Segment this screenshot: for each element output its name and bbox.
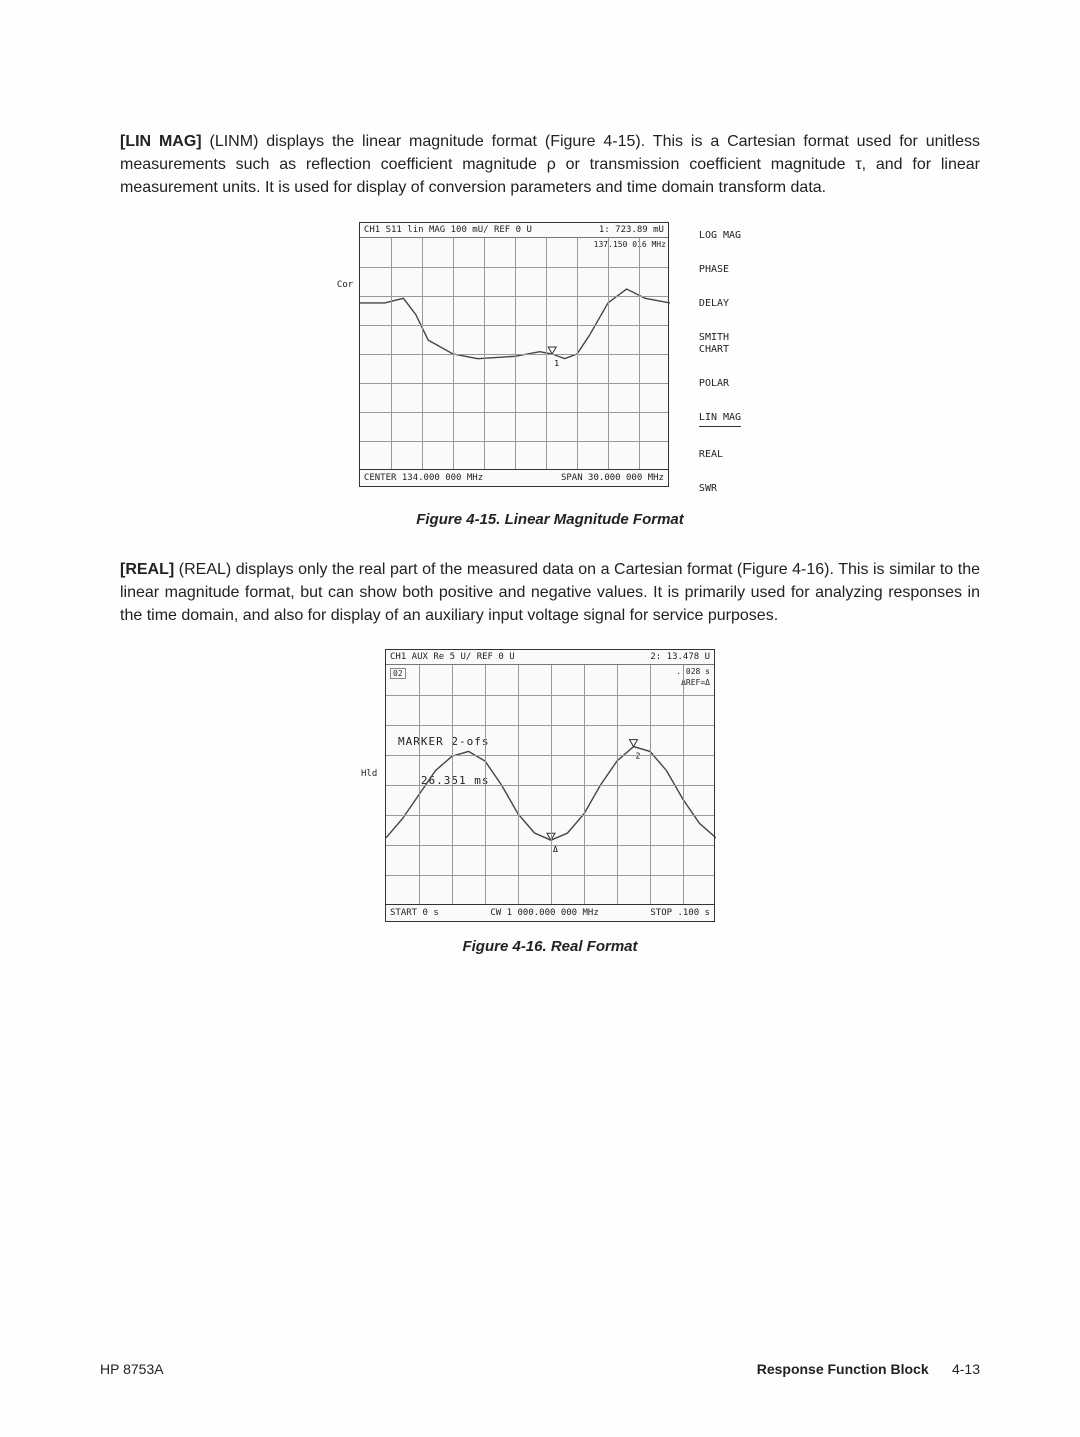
softkey-polar[interactable]: POLAR (699, 378, 741, 390)
caption-4-15: Figure 4-15. Linear Magnitude Format (120, 511, 980, 528)
softkey-smith-chart[interactable]: SMITH CHART (699, 332, 741, 356)
linmag-text: (LINM) displays the linear magnitude for… (120, 133, 980, 196)
hdr2-right: 2: 13.478 U (650, 652, 710, 662)
svg-text:2: 2 (636, 752, 641, 761)
ftr2-left: START 0 s (390, 908, 439, 918)
linmag-key: [LIN MAG] (120, 133, 202, 150)
softkey-lin-mag[interactable]: LIN MAG (699, 412, 741, 427)
page-number: 4-13 (952, 1361, 980, 1377)
hdr1-right: 1: 723.89 mU (599, 225, 664, 235)
hld-label: Hld (361, 769, 377, 779)
svg-text:Δ: Δ (553, 845, 558, 854)
analyzer-display-1: Cor CH1 S11 lin MAG 100 mU/ REF 0 U 1: 7… (359, 222, 741, 495)
caption-4-16: Figure 4-16. Real Format (120, 938, 980, 955)
softkey-column: LOG MAG PHASE DELAY SMITH CHART POLAR LIN MAG… (699, 222, 741, 495)
screen-header-1: CH1 S11 lin MAG 100 mU/ REF 0 U 1: 723.8… (360, 223, 668, 237)
screen-grid-2: . 028 s ΔREF=Δ 02 MARKER 2-ofs 26.351 ms… (386, 664, 714, 904)
crt-screen-2: CH1 AUX Re 5 U/ REF 0 U 2: 13.478 U . 02… (385, 649, 715, 922)
softkey-real[interactable]: REAL (699, 449, 741, 461)
page-footer: HP 8753A Response Function Block 4-13 (100, 1361, 980, 1377)
crt-screen-1: CH1 S11 lin MAG 100 mU/ REF 0 U 1: 723.8… (359, 222, 669, 487)
svg-text:1: 1 (554, 359, 559, 368)
softkey-swr[interactable]: SWR (699, 483, 741, 495)
screen-footer-1: CENTER 134.000 000 MHz SPAN 30.000 000 M… (360, 469, 668, 486)
paragraph-real: [REAL] (REAL) displays only the real par… (120, 558, 980, 628)
figure-4-15: Cor CH1 S11 lin MAG 100 mU/ REF 0 U 1: 7… (120, 222, 980, 495)
ftr1-left: CENTER 134.000 000 MHz (364, 473, 483, 483)
ftr1-right: SPAN 30.000 000 MHz (561, 473, 664, 483)
screen-footer-2: START 0 s CW 1 000.000 000 MHz STOP .100… (386, 904, 714, 921)
hdr1-left: CH1 S11 lin MAG 100 mU/ REF 0 U (364, 225, 532, 235)
ftr2-mid: CW 1 000.000 000 MHz (490, 908, 598, 918)
hdr2-left: CH1 AUX Re 5 U/ REF 0 U (390, 652, 515, 662)
screen-header-2: CH1 AUX Re 5 U/ REF 0 U 2: 13.478 U (386, 650, 714, 664)
figure-4-16: Hld CH1 AUX Re 5 U/ REF 0 U 2: 13.478 U … (120, 649, 980, 922)
cor-label: Cor (337, 280, 353, 290)
paragraph-linmag: [LIN MAG] (LINM) displays the linear mag… (120, 130, 980, 200)
real-text: (REAL) displays only the real part of th… (120, 561, 980, 624)
ftr2-right: STOP .100 s (650, 908, 710, 918)
footer-right: Response Function Block 4-13 (757, 1361, 980, 1377)
footer-model: HP 8753A (100, 1361, 164, 1377)
screen-grid-1: 137.150 016 MHz 1 (360, 237, 668, 469)
softkey-delay[interactable]: DELAY (699, 298, 741, 310)
footer-section: Response Function Block (757, 1361, 929, 1377)
analyzer-display-2: Hld CH1 AUX Re 5 U/ REF 0 U 2: 13.478 U … (385, 649, 715, 922)
softkey-log-mag[interactable]: LOG MAG (699, 230, 741, 242)
softkey-phase[interactable]: PHASE (699, 264, 741, 276)
real-key: [REAL] (120, 561, 174, 578)
